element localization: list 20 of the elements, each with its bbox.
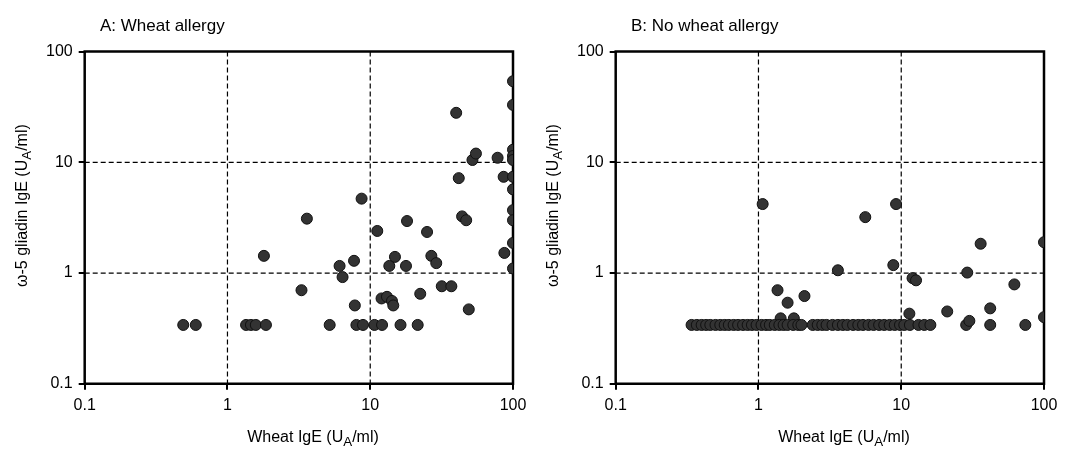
x-tick-label: 0.1: [73, 395, 96, 413]
y-tick-label: 10: [585, 152, 604, 170]
y-tick-label: 1: [594, 263, 604, 281]
y-tick-label: 0.1: [581, 374, 604, 392]
x-tick-label: 100: [499, 395, 527, 413]
x-tick-label: 1: [754, 395, 764, 413]
chart-title: B: No wheat allergy: [631, 16, 779, 36]
x-tick-label: 0.1: [604, 395, 627, 413]
x-axis-title: Wheat IgE (U$_{A}$/ml): [777, 428, 911, 450]
y-tick-label: 10: [54, 152, 73, 170]
y-tick-label: 1: [63, 263, 73, 281]
x-tick-label: 10: [361, 395, 380, 413]
chart-title: A: Wheat allergy: [100, 16, 225, 36]
x-tick-label: 1: [223, 395, 233, 413]
y-tick-label: 100: [45, 42, 73, 60]
y-tick-label: 0.1: [50, 374, 73, 392]
x-axis-title: Wheat IgE (U$_{A}$/ml): [246, 428, 380, 450]
x-tick-label: 100: [1030, 395, 1058, 413]
y-tick-label: 100: [576, 42, 604, 60]
x-tick-label: 10: [892, 395, 911, 413]
